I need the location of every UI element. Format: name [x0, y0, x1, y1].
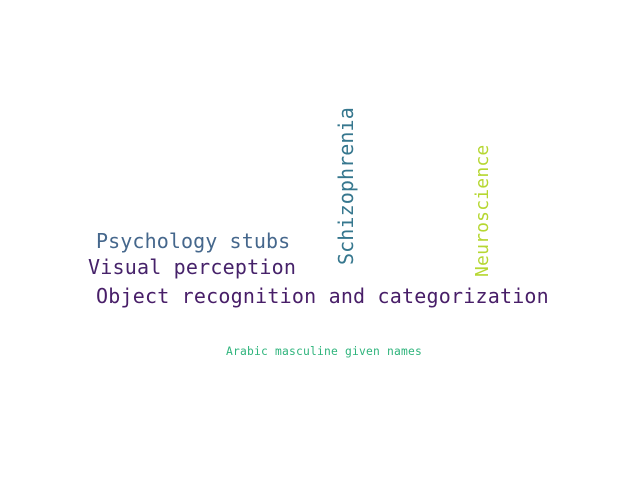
word-neuroscience: Neuroscience: [472, 144, 493, 277]
word-psychology-stubs: Psychology stubs: [96, 229, 291, 253]
word-schizophrenia: Schizophrenia: [334, 107, 358, 265]
word-visual-perception: Visual perception: [88, 255, 297, 279]
word-object-recognition: Object recognition and categorization: [96, 284, 549, 308]
word-arabic-masculine-given-names: Arabic masculine given names: [226, 345, 423, 358]
